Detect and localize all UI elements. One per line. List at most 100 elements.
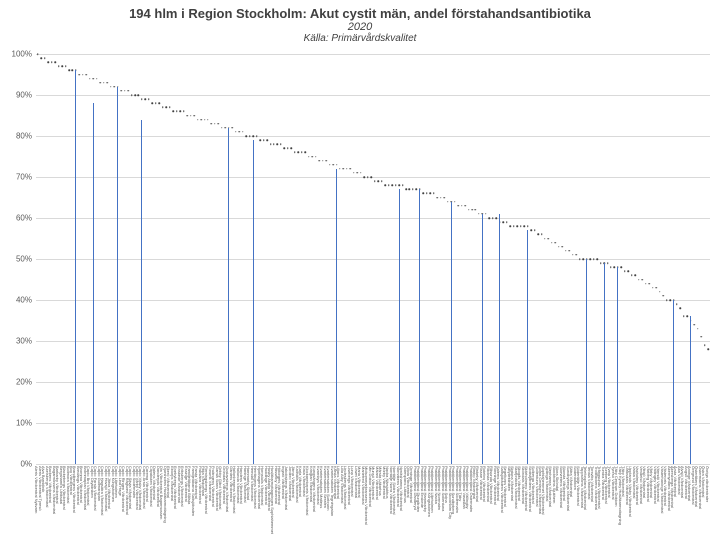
data-dot bbox=[582, 258, 584, 260]
data-dot bbox=[79, 74, 81, 76]
data-dot bbox=[475, 209, 477, 211]
chart-container: 194 hlm i Region Stockholm: Akut cystit … bbox=[0, 0, 720, 540]
data-dot bbox=[652, 287, 654, 289]
data-dot bbox=[572, 254, 574, 256]
data-dot bbox=[621, 266, 623, 268]
data-bar bbox=[604, 263, 605, 464]
x-tick-label: Övriga vårdcentraler bbox=[705, 466, 710, 502]
data-dot bbox=[461, 205, 463, 207]
data-bar bbox=[499, 214, 500, 464]
data-dot bbox=[294, 152, 296, 154]
data-dot bbox=[440, 197, 442, 199]
data-dot bbox=[190, 115, 192, 117]
data-dot bbox=[530, 230, 532, 232]
data-dot bbox=[315, 156, 317, 158]
chart-subtitle-source: Källa: Primärvårdskvalitet bbox=[0, 33, 720, 44]
data-dot bbox=[433, 193, 435, 195]
data-dot bbox=[336, 164, 338, 166]
data-dot bbox=[659, 291, 661, 293]
data-dot bbox=[523, 225, 525, 227]
y-tick-label: 40% bbox=[16, 296, 32, 305]
data-dot bbox=[544, 238, 546, 240]
data-dot bbox=[569, 250, 571, 252]
data-dot bbox=[506, 221, 508, 223]
data-dot bbox=[207, 119, 209, 121]
data-dot bbox=[642, 279, 644, 281]
data-bar bbox=[451, 202, 452, 464]
data-dot bbox=[256, 135, 258, 137]
data-dot bbox=[513, 225, 515, 227]
data-dot bbox=[430, 193, 432, 195]
data-bar bbox=[586, 259, 587, 464]
data-dot bbox=[329, 164, 331, 166]
data-dot bbox=[86, 74, 88, 76]
data-dot bbox=[683, 316, 685, 318]
data-dot bbox=[353, 172, 355, 174]
data-dot bbox=[443, 197, 445, 199]
y-tick-label: 0% bbox=[20, 460, 32, 469]
data-dot bbox=[367, 176, 369, 178]
data-dot bbox=[106, 82, 108, 84]
data-dot bbox=[648, 283, 650, 285]
data-dot bbox=[339, 168, 341, 170]
gridline bbox=[36, 136, 710, 137]
data-dot bbox=[131, 94, 133, 96]
data-dot bbox=[308, 156, 310, 158]
data-dot bbox=[148, 98, 150, 100]
data-dot bbox=[402, 184, 404, 186]
x-axis-labels: Aleris Vårdcentral NykvarnAleris Vårdcen… bbox=[36, 466, 710, 538]
data-dot bbox=[291, 148, 293, 150]
data-dot bbox=[47, 61, 49, 63]
data-dot bbox=[245, 135, 247, 137]
chart-titles: 194 hlm i Region Stockholm: Akut cystit … bbox=[0, 6, 720, 44]
data-bar bbox=[527, 230, 528, 464]
data-dot bbox=[485, 213, 487, 215]
data-dot bbox=[457, 205, 459, 207]
data-dot bbox=[509, 225, 511, 227]
data-dot bbox=[423, 193, 425, 195]
data-dot bbox=[134, 94, 136, 96]
data-dot bbox=[471, 209, 473, 211]
data-dot bbox=[280, 143, 282, 145]
data-dot bbox=[259, 139, 261, 141]
chart-title: 194 hlm i Region Stockholm: Akut cystit … bbox=[0, 6, 720, 21]
data-dot bbox=[40, 57, 42, 59]
data-dot bbox=[669, 299, 671, 301]
data-dot bbox=[197, 119, 199, 121]
y-tick-label: 30% bbox=[16, 337, 32, 346]
data-dot bbox=[225, 127, 227, 129]
data-dot bbox=[537, 234, 539, 236]
data-dot bbox=[270, 143, 272, 145]
data-dot bbox=[298, 152, 300, 154]
gridline bbox=[36, 341, 710, 342]
data-dot bbox=[82, 74, 84, 76]
data-dot bbox=[635, 275, 637, 277]
data-dot bbox=[235, 131, 237, 133]
data-bar bbox=[673, 300, 674, 464]
data-dot bbox=[593, 258, 595, 260]
data-dot bbox=[322, 160, 324, 162]
data-dot bbox=[694, 324, 696, 326]
chart-subtitle-year: 2020 bbox=[0, 21, 720, 33]
data-dot bbox=[697, 328, 699, 330]
data-dot bbox=[221, 127, 223, 129]
data-bar bbox=[690, 316, 691, 464]
data-dot bbox=[645, 283, 647, 285]
data-dot bbox=[318, 160, 320, 162]
data-dot bbox=[159, 102, 161, 104]
data-dot bbox=[179, 111, 181, 113]
data-dot bbox=[454, 201, 456, 203]
data-bar bbox=[336, 169, 337, 464]
data-dot bbox=[426, 193, 428, 195]
y-tick-label: 60% bbox=[16, 214, 32, 223]
data-dot bbox=[492, 217, 494, 219]
data-bar bbox=[253, 140, 254, 464]
data-dot bbox=[687, 316, 689, 318]
data-dot bbox=[266, 139, 268, 141]
data-dot bbox=[631, 275, 633, 277]
data-dot bbox=[391, 184, 393, 186]
data-dot bbox=[232, 127, 234, 129]
data-dot bbox=[579, 258, 581, 260]
data-dot bbox=[325, 160, 327, 162]
data-dot bbox=[124, 90, 126, 92]
